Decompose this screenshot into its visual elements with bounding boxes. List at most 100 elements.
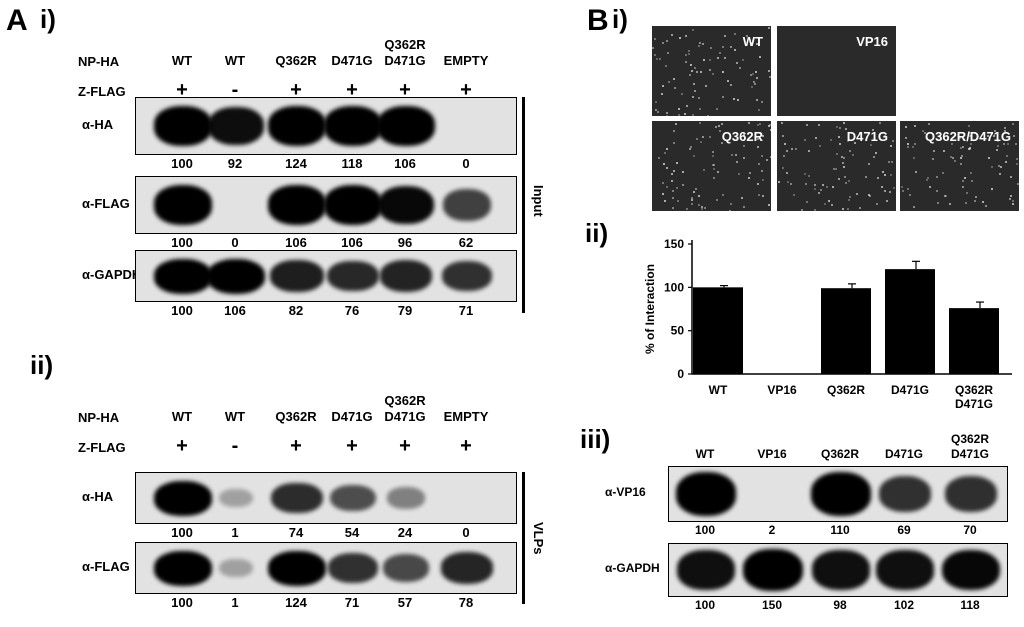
fluorescent-cell — [734, 33, 737, 36]
input-antibody-label: α-FLAG — [82, 196, 130, 211]
fluorescent-cell — [890, 161, 893, 164]
fluorescent-cell — [892, 140, 895, 143]
fluorescent-cell — [781, 134, 784, 137]
micrograph-label: Q362R — [721, 129, 763, 144]
input-quant-value: 79 — [397, 303, 413, 318]
input-antibody-label: α-GAPDH — [82, 267, 142, 282]
fluorescent-cell — [761, 169, 764, 172]
fluorescent-cell — [1011, 122, 1014, 125]
fluorescent-cell — [749, 74, 752, 77]
fluorescent-cell — [884, 190, 887, 193]
fluorescent-cell — [701, 135, 704, 138]
fluorescent-cell — [736, 62, 739, 65]
fluorescent-cell — [677, 113, 680, 116]
fluorescent-cell — [716, 108, 719, 111]
fluorescent-cell — [1015, 162, 1018, 165]
fluorescent-cell — [743, 134, 746, 137]
fluorescent-cell — [879, 121, 882, 124]
input-lane-label: EMPTY — [443, 53, 489, 68]
fluorescent-cell — [692, 95, 695, 98]
fluorescent-cell — [889, 174, 892, 177]
fluorescent-cell — [690, 198, 693, 201]
b-antibody-label: α-GAPDH — [605, 561, 660, 575]
fluorescent-cell — [855, 193, 858, 196]
fluorescent-cell — [672, 206, 675, 209]
fluorescent-cell — [751, 86, 754, 89]
fluorescent-cell — [841, 155, 844, 158]
fluorescent-cell — [960, 162, 963, 165]
vlps-z-flag-sign: + — [290, 435, 302, 457]
fluorescent-cell — [722, 71, 725, 74]
fluorescent-cell — [672, 129, 675, 132]
fluorescent-cell — [794, 147, 797, 150]
input-band — [377, 106, 435, 146]
vlps-z-flag-sign: + — [399, 435, 411, 457]
fluorescent-cell — [1003, 130, 1006, 133]
y-tick-label: 0 — [677, 367, 684, 381]
fluorescent-cell — [904, 136, 907, 139]
input-band — [268, 185, 326, 225]
fluorescent-cell — [793, 193, 796, 196]
fluorescent-cell — [708, 59, 711, 62]
fluorescent-cell — [742, 144, 745, 147]
fluorescent-cell — [753, 82, 756, 85]
fluorescent-cell — [834, 168, 837, 171]
fluorescent-cell — [685, 35, 688, 38]
micrograph-wt: WT — [652, 26, 771, 116]
fluorescent-cell — [704, 207, 707, 210]
fluorescent-cell — [689, 63, 692, 66]
vlps-blot — [135, 542, 517, 594]
vlps-quant-value: 74 — [288, 525, 304, 540]
fluorescent-cell — [913, 124, 916, 127]
vlps-side-label: VLPs — [531, 522, 546, 555]
fluorescent-cell — [732, 98, 735, 101]
fluorescent-cell — [970, 172, 973, 175]
b-quant-value: 100 — [694, 598, 716, 612]
fluorescent-cell — [655, 100, 658, 103]
fluorescent-cell — [944, 194, 947, 197]
fluorescent-cell — [970, 142, 972, 145]
fluorescent-cell — [709, 46, 712, 49]
fluorescent-cell — [682, 170, 685, 173]
input-quant-value: 62 — [458, 235, 474, 250]
fluorescent-cell — [881, 186, 884, 189]
fluorescent-cell — [822, 183, 825, 186]
input-quant-value: 82 — [288, 303, 304, 318]
bar — [693, 287, 743, 374]
input-antibody-label: α-HA — [82, 117, 114, 132]
fluorescent-cell — [823, 202, 826, 205]
fluorescent-cell — [758, 193, 761, 196]
y-axis-label: % of Interaction — [643, 264, 657, 354]
vlps-blot — [135, 472, 517, 524]
input-quant-value: 96 — [397, 235, 413, 250]
fluorescent-cell — [825, 186, 828, 189]
micrograph-d471g: D471G — [777, 121, 896, 211]
input-z-flag-sign: - — [231, 79, 239, 101]
vlps-quant-value: 71 — [344, 595, 360, 610]
fluorescent-cell — [735, 153, 738, 156]
input-z-flag-sign: + — [290, 79, 302, 101]
fluorescent-cell — [702, 58, 705, 61]
fluorescent-cell — [665, 186, 668, 189]
fluorescent-cell — [996, 149, 999, 152]
fluorescent-cell — [858, 207, 861, 210]
fluorescent-cell — [692, 114, 695, 116]
fluorescent-cell — [970, 179, 973, 182]
fluorescent-cell — [699, 42, 702, 45]
y-tick-label: 100 — [664, 280, 684, 294]
vlps-quant-value: 0 — [462, 525, 470, 540]
input-band — [324, 106, 382, 146]
fluorescent-cell — [872, 129, 875, 132]
fluorescent-cell — [692, 155, 695, 158]
vlps-np-ha-label: NP-HA — [78, 410, 120, 425]
fluorescent-cell — [841, 207, 844, 210]
fluorescent-cell — [814, 187, 817, 190]
b-quant-value: 110 — [830, 523, 850, 537]
vlps-antibody-label: α-FLAG — [82, 559, 130, 574]
fluorescent-cell — [698, 121, 701, 124]
input-lane-label: Q362R — [275, 53, 317, 68]
fluorescent-cell — [876, 202, 879, 205]
fluorescent-cell — [932, 157, 935, 160]
bar — [885, 269, 935, 374]
